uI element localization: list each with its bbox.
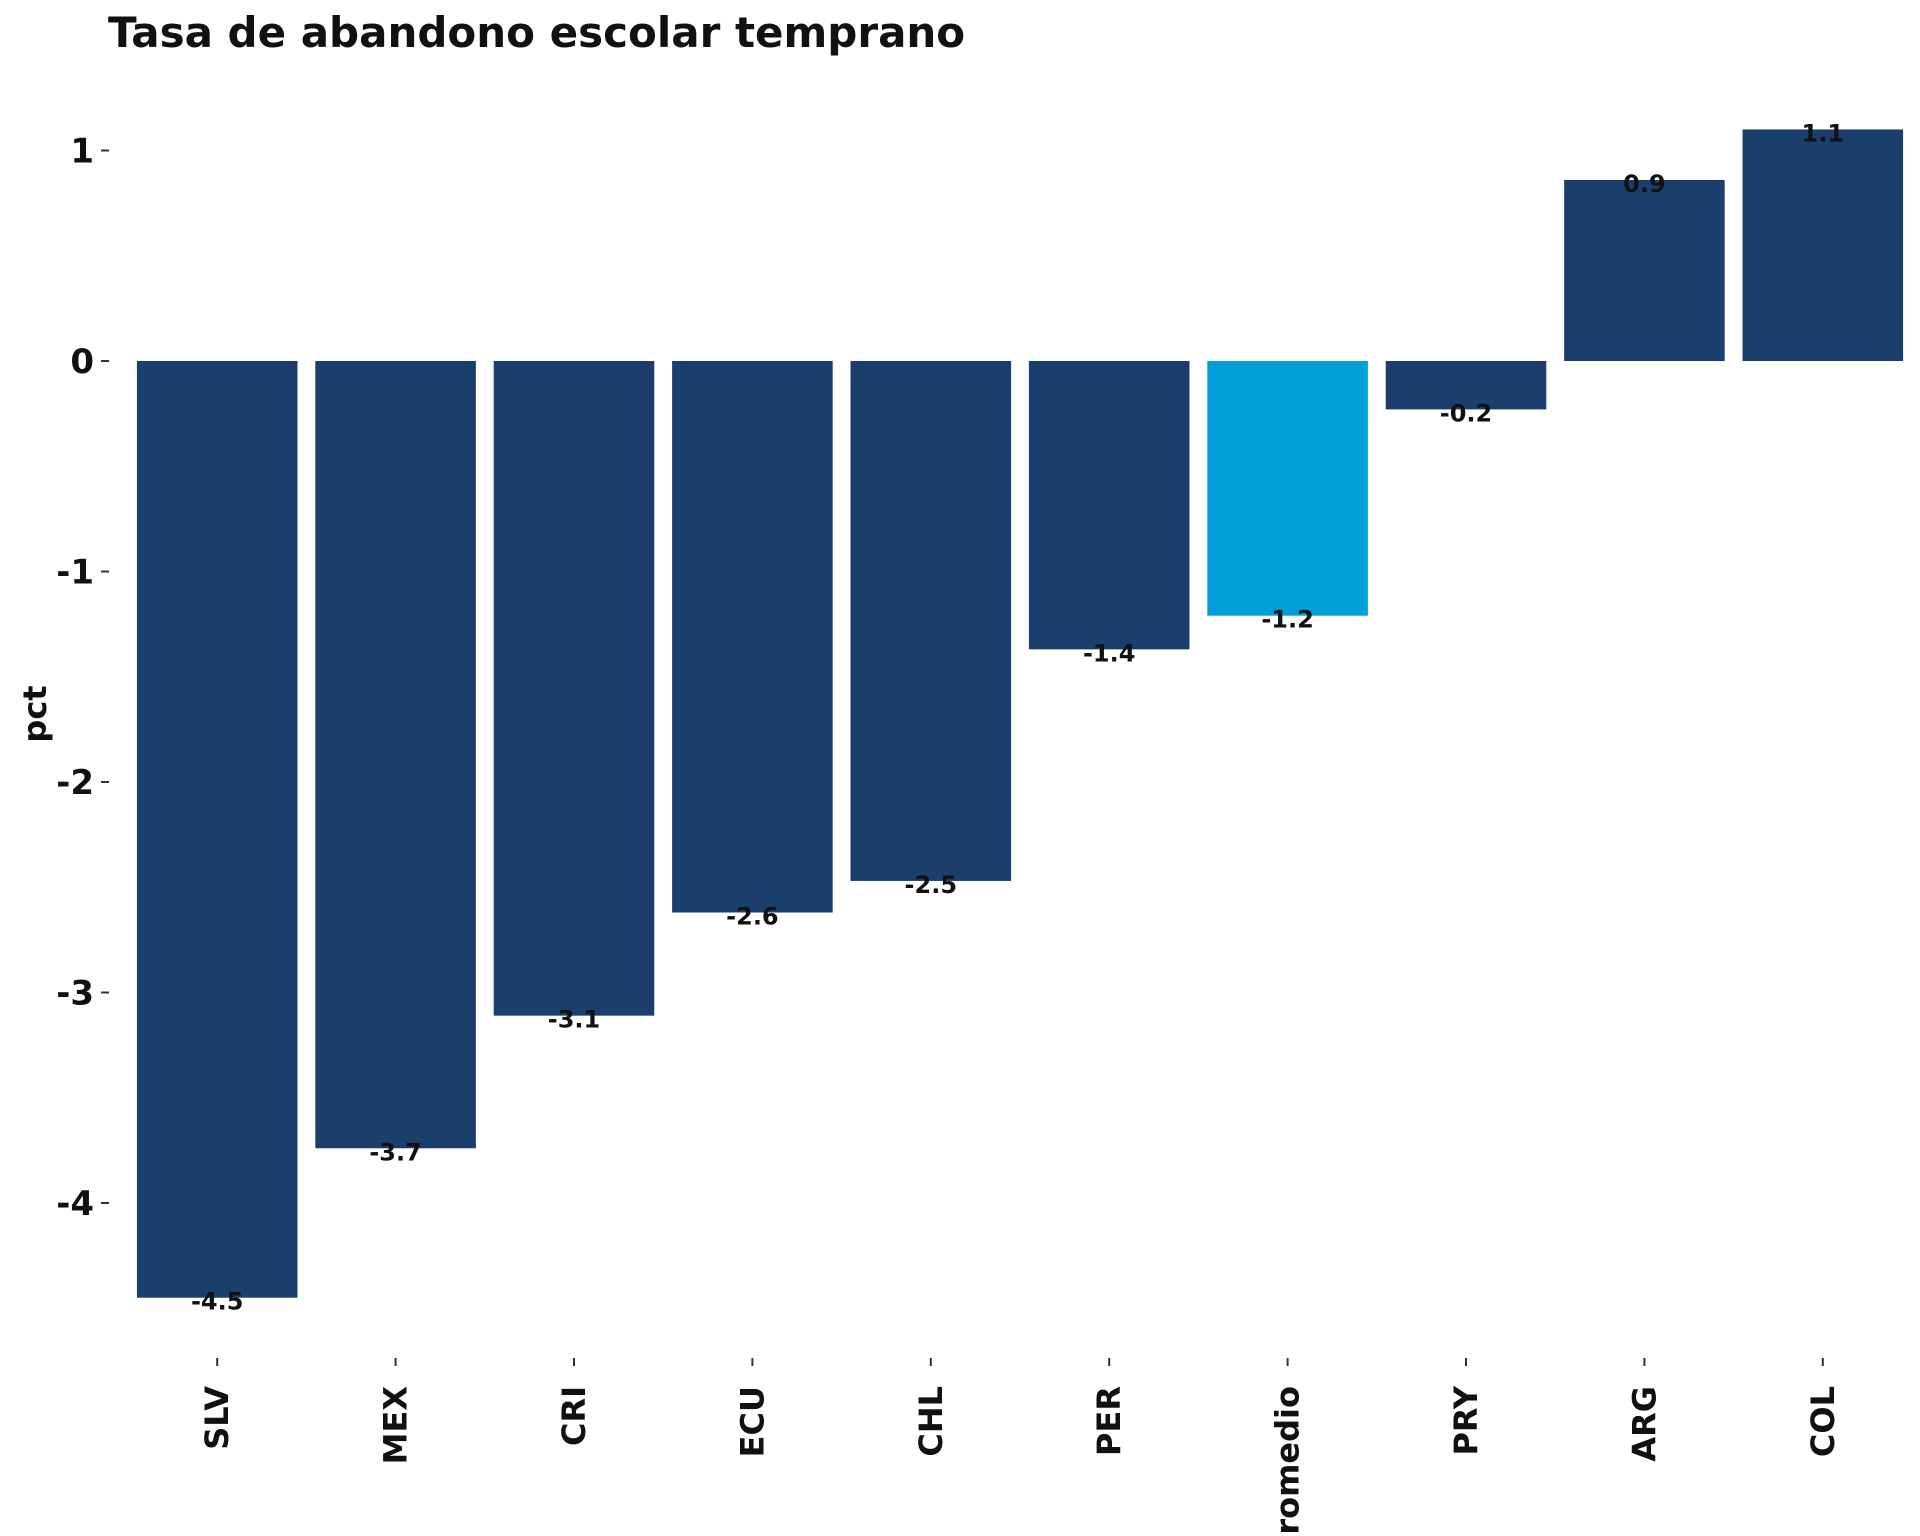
x-tick-label: Promedio bbox=[1269, 1386, 1307, 1536]
y-tick-label: -3 bbox=[56, 974, 94, 1014]
data-label: -1.2 bbox=[1261, 606, 1313, 634]
x-tick-label: SLV bbox=[198, 1386, 236, 1450]
data-label: -1.4 bbox=[1083, 639, 1135, 667]
x-tick-label: ECU bbox=[733, 1386, 771, 1457]
x-tick-label: CHL bbox=[912, 1386, 950, 1457]
bar bbox=[672, 361, 833, 913]
bar bbox=[1028, 361, 1190, 650]
bar bbox=[1385, 361, 1547, 410]
data-label: 0.9 bbox=[1623, 170, 1666, 198]
x-tick-label: PRY bbox=[1447, 1385, 1485, 1455]
bar bbox=[1742, 129, 1904, 361]
y-tick-label: 0 bbox=[70, 342, 94, 382]
bar bbox=[850, 361, 1012, 881]
data-label: -0.2 bbox=[1440, 399, 1492, 427]
bar bbox=[315, 361, 476, 1149]
data-label: -3.1 bbox=[548, 1006, 600, 1034]
data-label: 1.1 bbox=[1802, 119, 1845, 147]
data-label: -3.7 bbox=[369, 1138, 421, 1166]
x-tick-label: COL bbox=[1804, 1386, 1842, 1457]
bar bbox=[1564, 179, 1725, 361]
y-tick-label: -1 bbox=[56, 553, 94, 593]
x-tick-label: PER bbox=[1090, 1386, 1128, 1456]
y-tick-label: 1 bbox=[70, 132, 94, 172]
y-tick-label: -2 bbox=[56, 763, 94, 803]
x-tick-label: CRI bbox=[555, 1386, 593, 1446]
y-tick-label: -4 bbox=[56, 1184, 94, 1224]
bar bbox=[136, 361, 298, 1298]
x-tick-label: ARG bbox=[1625, 1386, 1663, 1462]
data-label: -2.5 bbox=[905, 871, 957, 899]
bar bbox=[493, 361, 655, 1016]
bar bbox=[1207, 361, 1368, 616]
data-label: -4.5 bbox=[191, 1288, 243, 1316]
y-axis-title: pct bbox=[16, 685, 54, 742]
chart-title: Tasa de abandono escolar temprano bbox=[108, 8, 966, 57]
x-tick-label: MEX bbox=[377, 1386, 415, 1465]
data-label: -2.6 bbox=[726, 903, 778, 931]
